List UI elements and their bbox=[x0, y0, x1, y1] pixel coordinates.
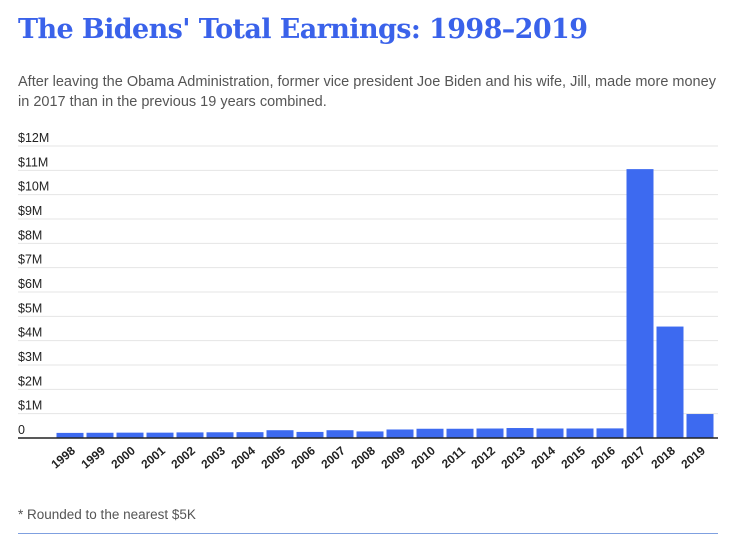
bar-2015 bbox=[566, 428, 594, 438]
x-tick-label: 2007 bbox=[318, 443, 348, 471]
x-tick-label: 2016 bbox=[588, 443, 618, 471]
chart-subtitle: After leaving the Obama Administration, … bbox=[18, 74, 716, 110]
x-tick-label: 1999 bbox=[78, 443, 108, 471]
bar-2017 bbox=[626, 169, 654, 438]
x-tick-label: 2017 bbox=[618, 443, 648, 471]
bar-1999 bbox=[86, 432, 114, 438]
bar-2009 bbox=[386, 429, 414, 438]
bar-2018 bbox=[656, 326, 684, 438]
y-tick-label: $9M bbox=[18, 204, 42, 218]
x-tick-label: 1998 bbox=[48, 443, 78, 471]
bar-2004 bbox=[236, 432, 264, 438]
bar-2007 bbox=[326, 430, 354, 438]
x-tick-label: 2004 bbox=[228, 443, 258, 471]
bar-2011 bbox=[446, 428, 474, 438]
chart-title: The Bidens' Total Earnings: 1998–2019 bbox=[18, 14, 588, 45]
y-tick-label: $2M bbox=[18, 374, 42, 388]
bar-2013 bbox=[506, 428, 534, 438]
x-tick-label: 2009 bbox=[378, 443, 408, 471]
x-tick-label: 2013 bbox=[498, 443, 528, 471]
grid-lines bbox=[18, 145, 718, 415]
y-tick-label: $7M bbox=[18, 253, 42, 267]
bottom-divider bbox=[18, 533, 718, 534]
x-tick-label: 2011 bbox=[439, 443, 468, 471]
bar-2001 bbox=[146, 432, 174, 438]
y-tick-label: $12M bbox=[18, 131, 49, 145]
bar-2002 bbox=[176, 432, 204, 438]
y-tick-label: $5M bbox=[18, 301, 42, 315]
x-tick-label: 2006 bbox=[288, 443, 318, 471]
bar-2019 bbox=[686, 414, 714, 438]
x-tick-label: 2015 bbox=[558, 443, 588, 471]
x-tick-label: 2003 bbox=[198, 443, 228, 471]
y-tick-label: $3M bbox=[18, 350, 42, 364]
x-tick-label: 2005 bbox=[258, 443, 288, 471]
bar-2003 bbox=[206, 432, 234, 438]
x-tick-labels: 1998 1999 2000 2001 2002 2003 2004 2005 2006 2007… bbox=[48, 443, 708, 471]
y-tick-labels: 0 $1M $2M $3M $4M $5M $6M $7M $8M $9M $10M $11M $12M bbox=[18, 131, 49, 437]
x-tick-label: 2010 bbox=[408, 443, 438, 471]
x-tick-label: 2014 bbox=[528, 443, 558, 471]
x-tick-label: 2018 bbox=[648, 443, 678, 471]
x-tick-label: 2008 bbox=[348, 443, 378, 471]
bar-2005 bbox=[266, 430, 294, 438]
y-tick-label: 0 bbox=[18, 423, 25, 437]
bar-2008 bbox=[356, 431, 384, 438]
bar-chart: 0 $1M $2M $3M $4M $5M $6M $7M $8M $9M $10M $11M $12M… bbox=[18, 131, 718, 471]
y-tick-label: $8M bbox=[18, 228, 42, 242]
bar-2016 bbox=[596, 428, 624, 438]
bar-2010 bbox=[416, 428, 444, 438]
bar-2012 bbox=[476, 428, 504, 438]
bar-2006 bbox=[296, 431, 324, 438]
x-tick-label: 2000 bbox=[108, 443, 138, 471]
footnote: * Rounded to the nearest $5K bbox=[18, 507, 196, 522]
bars bbox=[56, 169, 714, 438]
y-tick-label: $1M bbox=[18, 399, 42, 413]
x-tick-label: 2002 bbox=[168, 443, 198, 471]
bar-2000 bbox=[116, 432, 144, 438]
x-tick-label: 2019 bbox=[678, 443, 708, 471]
bar-1998 bbox=[56, 432, 84, 438]
x-tick-label: 2012 bbox=[468, 443, 498, 471]
bar-2014 bbox=[536, 428, 564, 438]
x-tick-label: 2001 bbox=[138, 443, 168, 471]
y-tick-label: $6M bbox=[18, 277, 42, 291]
y-tick-label: $4M bbox=[18, 326, 42, 340]
y-tick-label: $11M bbox=[18, 155, 48, 169]
y-tick-label: $10M bbox=[18, 180, 49, 194]
